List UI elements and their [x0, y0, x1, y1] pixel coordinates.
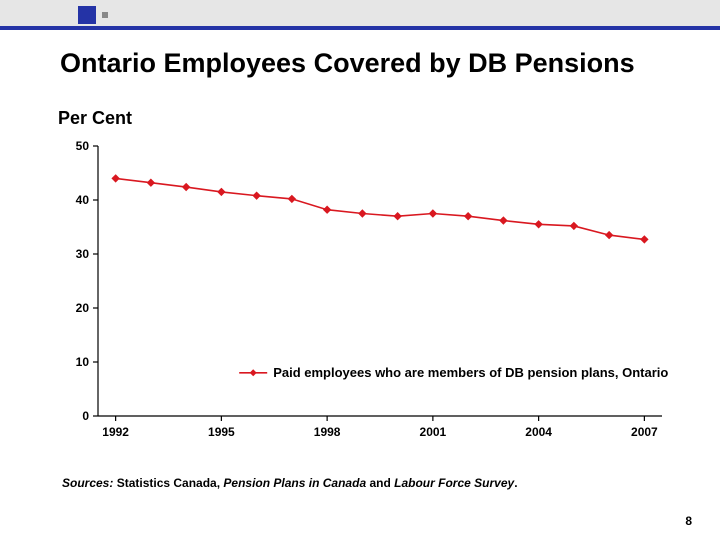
svg-text:2001: 2001	[420, 425, 447, 439]
source-part1: Statistics Canada,	[113, 476, 223, 490]
page-number: 8	[685, 514, 692, 528]
svg-text:40: 40	[76, 193, 90, 207]
y-axis-title: Per Cent	[58, 108, 132, 129]
slide: Ontario Employees Covered by DB Pensions…	[0, 0, 720, 540]
svg-text:30: 30	[76, 247, 90, 261]
svg-text:10: 10	[76, 355, 90, 369]
svg-text:50: 50	[76, 139, 90, 153]
source-part2: Pension Plans in Canada	[223, 476, 366, 490]
svg-text:2004: 2004	[525, 425, 552, 439]
chart-svg: 0 10 20 30 40 50 1992 1995 1998 2001 2004 2007 Paid …	[58, 136, 670, 442]
svg-text:20: 20	[76, 301, 90, 315]
source-suffix: .	[514, 476, 517, 490]
svg-text:1992: 1992	[102, 425, 129, 439]
slide-title: Ontario Employees Covered by DB Pensions	[60, 48, 720, 79]
source-part4: Labour Force Survey	[394, 476, 514, 490]
svg-text:2007: 2007	[631, 425, 658, 439]
svg-text:0: 0	[82, 409, 89, 423]
decor-dot	[102, 12, 108, 18]
top-band	[0, 0, 720, 30]
chart: 0 10 20 30 40 50 1992 1995 1998 2001 2004 2007 Paid …	[58, 136, 670, 442]
source-prefix: Sources:	[62, 476, 113, 490]
svg-text:1995: 1995	[208, 425, 235, 439]
svg-text:Paid employees who are members: Paid employees who are members of DB pen…	[273, 365, 668, 380]
decor-square	[78, 6, 96, 24]
source-line: Sources: Statistics Canada, Pension Plan…	[62, 476, 518, 490]
svg-text:1998: 1998	[314, 425, 341, 439]
source-part3: and	[366, 476, 394, 490]
